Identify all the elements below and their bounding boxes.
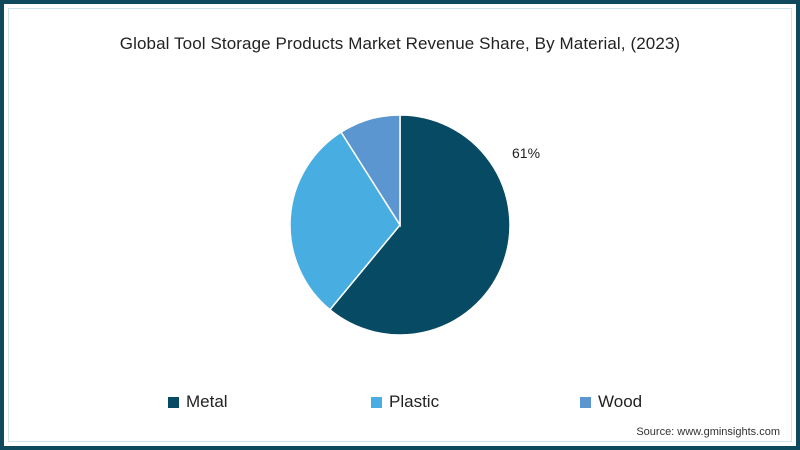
legend-item-plastic[interactable]: Plastic	[371, 392, 439, 412]
legend-swatch-plastic	[371, 396, 382, 408]
pie-slice-metal[interactable]	[328, 114, 511, 336]
source-note: Source: www.gminsights.com	[636, 426, 780, 438]
legend: Metal Plastic Wood	[0, 392, 800, 414]
legend-item-wood[interactable]: Wood	[580, 392, 642, 412]
pie-slice-plastic[interactable]	[289, 131, 401, 311]
legend-swatch-wood	[580, 396, 591, 408]
metal-percent-label: 61%	[512, 145, 541, 161]
frame-inner-border	[8, 8, 792, 442]
legend-label-plastic: Plastic	[389, 392, 440, 411]
pie-slice-wood[interactable]	[340, 114, 401, 228]
legend-label-wood: Wood	[598, 392, 643, 411]
legend-swatch-metal	[168, 396, 179, 408]
legend-item-metal[interactable]: Metal	[168, 392, 228, 412]
legend-label-metal: Metal	[186, 392, 228, 411]
chart-title: Global Tool Storage Products Market Reve…	[119, 34, 681, 53]
